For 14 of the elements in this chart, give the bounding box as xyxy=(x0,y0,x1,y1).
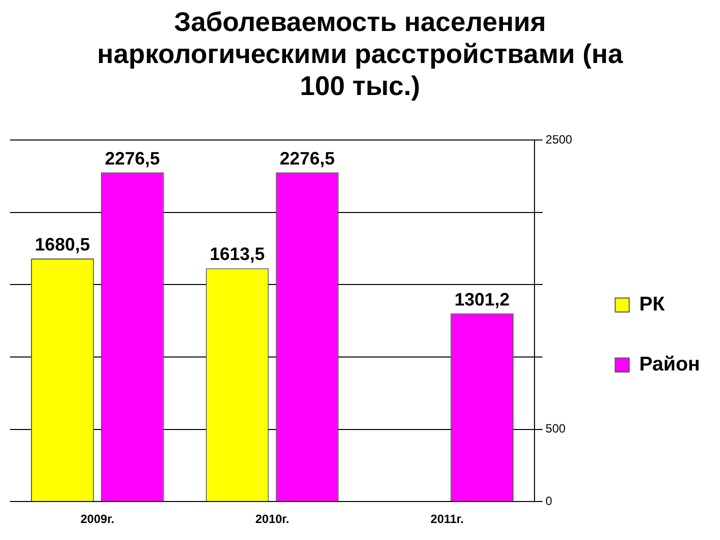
x-tick-label: 2010г. xyxy=(255,512,290,526)
y-tick-label: 2500 xyxy=(546,132,573,146)
legend-label: РК xyxy=(639,294,666,316)
chart-title: Заболеваемость населения наркологическими расстройствами (на 100 тыс.) xyxy=(96,6,624,103)
data-label: 1301,2 xyxy=(454,289,510,310)
data-label: 2276,5 xyxy=(280,148,335,168)
legend-label: Район xyxy=(639,354,700,376)
y-tick-label: 0 xyxy=(546,494,553,508)
data-label: 1680,5 xyxy=(34,234,90,254)
y-tick-label: 500 xyxy=(546,422,566,436)
x-tick-label: 2009г. xyxy=(80,512,114,526)
x-tick-label: 2011г. xyxy=(430,512,464,526)
data-label: 2276,5 xyxy=(104,148,160,168)
data-label: 1613,5 xyxy=(210,244,265,264)
